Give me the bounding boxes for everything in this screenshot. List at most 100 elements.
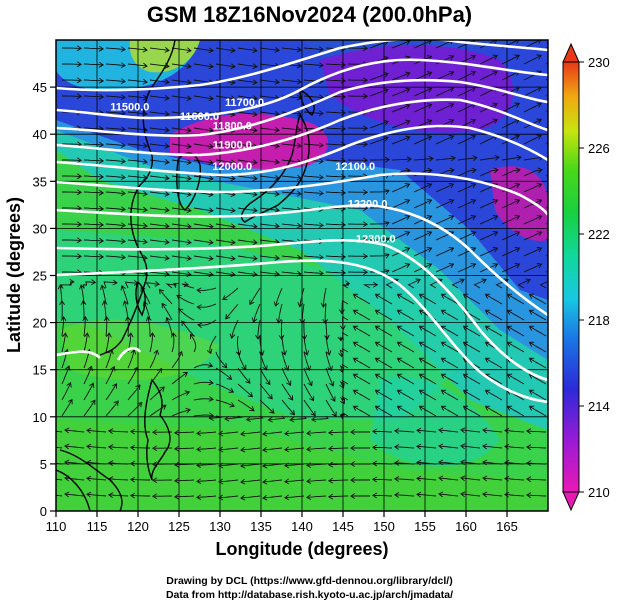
streamline-arrowhead bbox=[208, 379, 214, 386]
streamline bbox=[306, 447, 327, 450]
streamline bbox=[82, 281, 96, 289]
x-axis-label: Longitude (degrees) bbox=[215, 539, 388, 559]
streamline bbox=[240, 447, 261, 451]
streamline bbox=[281, 255, 302, 259]
streamline-arrowhead bbox=[396, 389, 403, 395]
streamline bbox=[457, 215, 476, 225]
streamline bbox=[215, 351, 228, 368]
streamline bbox=[342, 282, 350, 289]
streamline-arrowhead bbox=[274, 207, 280, 213]
streamline-arrowhead bbox=[186, 255, 192, 262]
streamline-arrowhead bbox=[470, 247, 477, 253]
streamline bbox=[237, 367, 251, 384]
colorbar-min-arrow bbox=[562, 491, 580, 512]
streamline-arrowhead bbox=[537, 167, 543, 174]
contour-label: 11600.0 bbox=[180, 111, 219, 123]
streamline bbox=[61, 399, 73, 417]
colorbar-tick-label: 230 bbox=[588, 55, 610, 70]
streamline-arrowhead bbox=[208, 143, 214, 150]
streamline-arrowhead bbox=[247, 391, 254, 398]
streamline bbox=[240, 479, 261, 483]
streamline bbox=[281, 127, 302, 131]
streamline bbox=[259, 336, 263, 356]
streamline bbox=[149, 350, 158, 369]
streamline bbox=[281, 159, 302, 163]
streamline bbox=[127, 95, 148, 99]
streamline-arrowhead bbox=[338, 367, 345, 374]
streamline-arrowhead bbox=[208, 95, 214, 102]
streamline-arrowhead bbox=[339, 309, 345, 315]
streamline bbox=[501, 199, 520, 209]
streamline-arrowhead bbox=[559, 135, 564, 140]
streamline-arrowhead bbox=[449, 167, 455, 174]
streamline bbox=[193, 381, 214, 385]
streamline-arrowhead bbox=[536, 247, 543, 253]
streamline-arrowhead bbox=[196, 287, 202, 294]
streamline bbox=[529, 357, 547, 369]
streamline-arrowhead bbox=[135, 384, 141, 390]
streamline bbox=[237, 335, 240, 356]
streamline-arrowhead bbox=[515, 167, 521, 174]
streamline bbox=[103, 300, 107, 321]
streamline-arrowhead bbox=[393, 428, 400, 434]
streamline-arrowhead bbox=[492, 247, 499, 253]
streamline bbox=[419, 405, 437, 417]
streamline-arrowhead bbox=[340, 269, 347, 276]
streamline-arrowhead bbox=[186, 79, 192, 86]
streamline-arrowhead bbox=[98, 45, 105, 52]
streamline-arrowhead bbox=[60, 316, 67, 322]
streamline bbox=[441, 405, 459, 417]
streamline-arrowhead bbox=[274, 191, 280, 197]
streamline-arrowhead bbox=[218, 446, 224, 453]
streamline bbox=[83, 79, 104, 82]
streamline bbox=[501, 215, 520, 225]
streamline-arrowhead bbox=[528, 325, 535, 331]
streamline bbox=[222, 287, 239, 300]
streamline bbox=[121, 285, 129, 305]
streamline-arrowhead bbox=[120, 158, 126, 165]
streamline bbox=[215, 159, 236, 164]
streamline bbox=[56, 446, 63, 449]
streamline-arrowhead bbox=[448, 86, 455, 93]
streamline-arrowhead bbox=[470, 231, 477, 237]
streamline bbox=[372, 478, 393, 481]
streamline bbox=[281, 383, 294, 401]
streamline-arrowhead bbox=[536, 199, 543, 205]
streamline bbox=[375, 373, 393, 385]
streamline bbox=[284, 447, 305, 451]
streamline bbox=[523, 156, 544, 161]
streamline bbox=[438, 493, 459, 497]
streamline bbox=[149, 111, 170, 115]
streamline bbox=[196, 495, 217, 498]
streamline bbox=[526, 478, 547, 481]
streamline-arrowhead bbox=[371, 476, 378, 483]
streamline-arrowhead bbox=[318, 190, 324, 197]
streamline-arrowhead bbox=[269, 408, 275, 414]
streamline-arrowhead bbox=[158, 288, 165, 295]
streamline bbox=[149, 191, 170, 195]
streamline bbox=[526, 462, 547, 465]
streamline-arrowhead bbox=[120, 190, 126, 197]
streamline bbox=[83, 127, 104, 130]
streamline-arrowhead bbox=[504, 491, 510, 498]
streamline bbox=[259, 191, 280, 195]
streamline bbox=[284, 431, 305, 435]
streamline-arrowhead bbox=[371, 492, 378, 499]
x-tick-label: 115 bbox=[87, 519, 108, 534]
streamline-arrowhead bbox=[225, 314, 231, 320]
streamline-arrowhead bbox=[249, 406, 255, 412]
streamline-arrowhead bbox=[349, 493, 356, 499]
streamline-arrowhead bbox=[525, 444, 532, 451]
streamline-arrowhead bbox=[331, 411, 337, 417]
streamline-arrowhead bbox=[98, 253, 105, 260]
streamline bbox=[193, 364, 213, 369]
streamline-arrowhead bbox=[284, 430, 290, 437]
streamline-arrowhead bbox=[459, 278, 465, 284]
streamline-arrowhead bbox=[267, 416, 273, 423]
streamline bbox=[391, 104, 410, 113]
streamline bbox=[397, 357, 415, 369]
streamline bbox=[370, 221, 390, 225]
streamline bbox=[463, 373, 481, 385]
streamline-arrowhead bbox=[274, 159, 280, 165]
streamline bbox=[479, 119, 498, 129]
